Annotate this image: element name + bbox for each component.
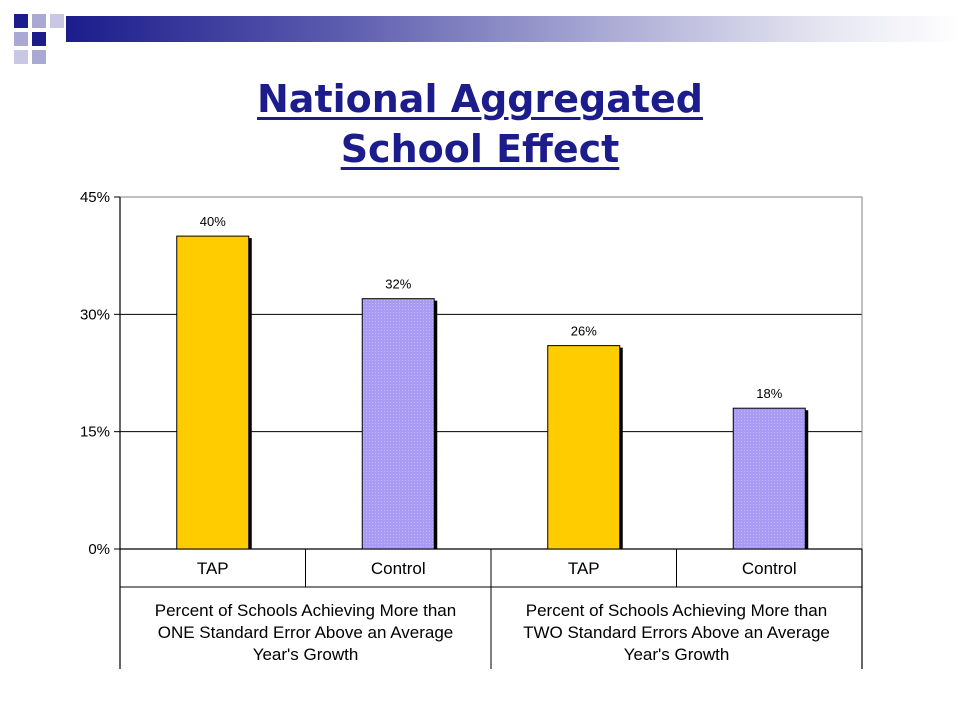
category-label: Control	[742, 559, 797, 578]
category-label: Control	[371, 559, 426, 578]
y-tick-label: 15%	[80, 424, 110, 441]
data-label: 26%	[571, 324, 597, 339]
decorative-square-light	[14, 32, 28, 46]
decorative-header-band	[66, 16, 960, 42]
slide-title-line-2: School Effect	[340, 127, 620, 171]
decorative-square-dark	[14, 14, 28, 28]
bar-control-2	[361, 298, 435, 550]
group-label-line: Year's Growth	[624, 645, 730, 664]
data-label: 40%	[200, 214, 226, 229]
bar-control-4	[732, 407, 806, 550]
bar-tap-1	[176, 235, 250, 550]
decorative-square-dark	[32, 32, 46, 46]
slide-title-line-1: National Aggregated	[257, 77, 703, 121]
decorative-square-light	[50, 14, 64, 28]
category-label: TAP	[197, 559, 229, 578]
bar-tap-3	[547, 345, 621, 550]
group-label-line: Percent of Schools Achieving More than	[155, 601, 456, 620]
group-label-line: Percent of Schools Achieving More than	[526, 601, 827, 620]
y-tick-label: 30%	[80, 306, 110, 323]
data-label: 32%	[385, 277, 411, 292]
y-tick-label: 45%	[80, 189, 110, 206]
decorative-square-light	[32, 50, 46, 64]
decorative-square-light	[32, 14, 46, 28]
y-tick-label: 0%	[88, 541, 110, 558]
decorative-square-light	[14, 50, 28, 64]
group-label-line: Year's Growth	[253, 645, 359, 664]
group-label-line: TWO Standard Errors Above an Average	[523, 623, 830, 642]
category-label: TAP	[568, 559, 600, 578]
group-label-line: ONE Standard Error Above an Average	[158, 623, 453, 642]
data-label: 18%	[756, 386, 782, 401]
